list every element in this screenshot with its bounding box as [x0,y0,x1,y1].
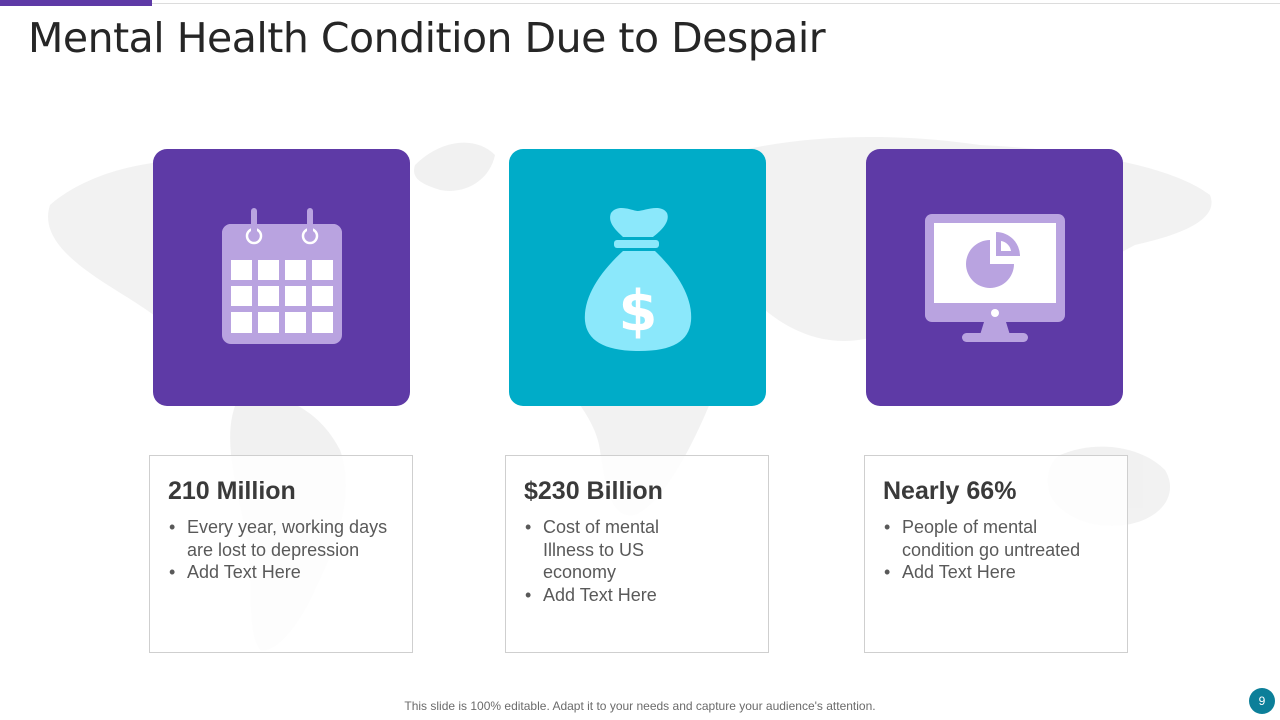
monitor-pie-chart-icon [924,213,1065,342]
slide-title: Mental Health Condition Due to Despair [28,14,826,62]
bullet-item: Add Text Here [524,584,750,607]
accent-bar [0,0,152,6]
header-rule [152,3,1280,4]
stat-card-economy: $230 Billion Cost of mental Illness to U… [505,455,769,653]
money-bag-icon: $ [584,207,691,351]
svg-text:$: $ [618,279,657,344]
bullet-item: People of mental condition go untreated [883,516,1109,561]
monitor-tile [866,149,1123,406]
bullet-item: Add Text Here [168,561,394,584]
page-number-badge: 9 [1249,688,1275,714]
slide-footer-note: This slide is 100% editable. Adapt it to… [404,699,876,713]
bullet-list: Cost of mental Illness to US economy Add… [524,516,750,606]
bullet-list: Every year, working days are lost to dep… [168,516,394,584]
bullet-list: People of mental condition go untreated … [883,516,1109,584]
bullet-item: Add Text Here [883,561,1109,584]
calendar-tile [153,149,410,406]
bullet-item: Cost of mental Illness to US economy [524,516,750,584]
stat-card-depression: 210 Million Every year, working days are… [149,455,413,653]
money-bag-tile: $ [509,149,766,406]
stat-card-untreated: Nearly 66% People of mental condition go… [864,455,1128,653]
bullet-item: Every year, working days are lost to dep… [168,516,394,561]
calendar-icon [221,207,342,344]
card-title: $230 Billion [524,477,663,505]
card-title: Nearly 66% [883,477,1017,505]
card-title: 210 Million [168,477,296,505]
